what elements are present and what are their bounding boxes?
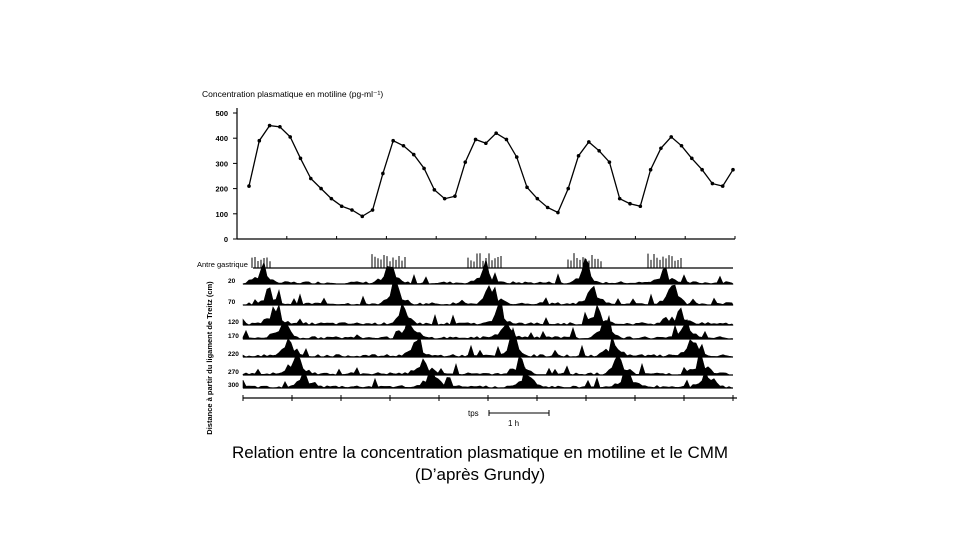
data-point [360, 214, 365, 219]
data-point [278, 125, 282, 129]
caption-line-1: Relation entre la concentration plasmati… [231, 443, 729, 462]
trace-row: 20 [228, 257, 734, 285]
data-point [339, 204, 344, 209]
trace-signal [242, 298, 734, 326]
data-point [267, 123, 272, 128]
trace-row: 300 [228, 366, 734, 389]
data-point [638, 204, 643, 209]
data-point [473, 137, 478, 142]
trace-signal [242, 280, 734, 306]
y-tick-label: 0 [224, 235, 228, 244]
data-point [494, 131, 498, 135]
y-tick-label: 400 [215, 134, 228, 143]
data-point [525, 185, 529, 190]
data-point [298, 156, 303, 161]
trace-row-label: 120 [228, 319, 239, 326]
trace-row: 270 [228, 351, 734, 376]
data-point [597, 149, 601, 153]
y-tick-label: 500 [215, 109, 228, 118]
y-tick-group: 0 100 200 300 400 500 [215, 109, 237, 244]
trace-signal [242, 366, 734, 389]
data-point [329, 196, 334, 201]
motility-traces: Antre gastrique 20 70 120 170 220 270 300 Dista… [197, 253, 737, 435]
data-point [669, 135, 674, 139]
trace-signal [242, 351, 734, 376]
data-point [391, 138, 395, 143]
data-point [381, 171, 385, 176]
trace-row: 170 [228, 314, 734, 340]
trace-row: 120 [228, 298, 734, 326]
caption-line-2: (D’après Grundy) [414, 465, 546, 484]
data-point [648, 167, 653, 172]
scale-bar-label: 1 h [508, 419, 519, 428]
data-point [319, 186, 323, 191]
concentration-series-line [248, 124, 734, 218]
data-point [535, 196, 540, 201]
trace-row-label: 170 [228, 333, 239, 340]
data-point [463, 160, 468, 164]
data-point [370, 208, 375, 212]
data-point [432, 188, 437, 192]
data-point [731, 167, 735, 172]
motilin-concentration-plot: Concentration plasmatique en motiline (p… [202, 89, 736, 244]
trace-signal [242, 314, 734, 340]
data-point [401, 143, 406, 148]
data-point [442, 196, 447, 201]
y-tick-label: 300 [215, 159, 228, 168]
trace-row-label: 220 [228, 351, 239, 358]
data-point [257, 138, 262, 143]
trace-row: 70 [228, 280, 734, 306]
data-point [576, 154, 581, 158]
data-point [659, 146, 663, 151]
data-point [628, 201, 632, 206]
data-point [617, 196, 622, 201]
data-point [566, 186, 571, 191]
data-point [679, 143, 684, 148]
data-point [308, 176, 313, 181]
data-point [607, 160, 612, 164]
distance-axis-label-line1: Distance à partir du ligament de Treitz … [205, 281, 214, 435]
data-point [690, 156, 694, 161]
data-point [514, 155, 519, 159]
data-point [422, 166, 426, 171]
x-tick-group [236, 236, 736, 239]
data-point [350, 208, 354, 212]
trace-row-label: 20 [228, 278, 236, 285]
data-point [720, 184, 725, 188]
trace-row-label: 270 [228, 369, 239, 376]
data-point [453, 194, 457, 198]
trace-rows: Antre gastrique 20 70 120 170 220 270 300 [197, 253, 734, 389]
trace-signal [242, 327, 734, 358]
data-point [484, 141, 488, 146]
concentration-points [247, 123, 735, 219]
trace-row: 220 [228, 327, 734, 358]
trace-row-label: 300 [228, 382, 239, 389]
data-point [504, 137, 509, 142]
data-point [700, 167, 704, 172]
data-point [411, 152, 416, 157]
data-point [545, 205, 550, 210]
concentration-title: Concentration plasmatique en motiline (p… [202, 89, 383, 99]
data-point [288, 135, 292, 139]
y-tick-label: 100 [215, 210, 228, 219]
data-point [710, 181, 715, 186]
time-label: tps [468, 409, 479, 418]
data-point [587, 140, 591, 144]
trace-row-label: Antre gastrique [197, 260, 248, 269]
scale-bar [488, 410, 550, 416]
trace-row-label: 70 [228, 299, 236, 306]
time-tick-group [242, 395, 734, 401]
trace-row: Antre gastrique [197, 253, 733, 269]
trace-signal [242, 257, 734, 285]
data-point [247, 184, 251, 188]
y-tick-label: 200 [215, 185, 228, 194]
data-point [556, 210, 560, 215]
